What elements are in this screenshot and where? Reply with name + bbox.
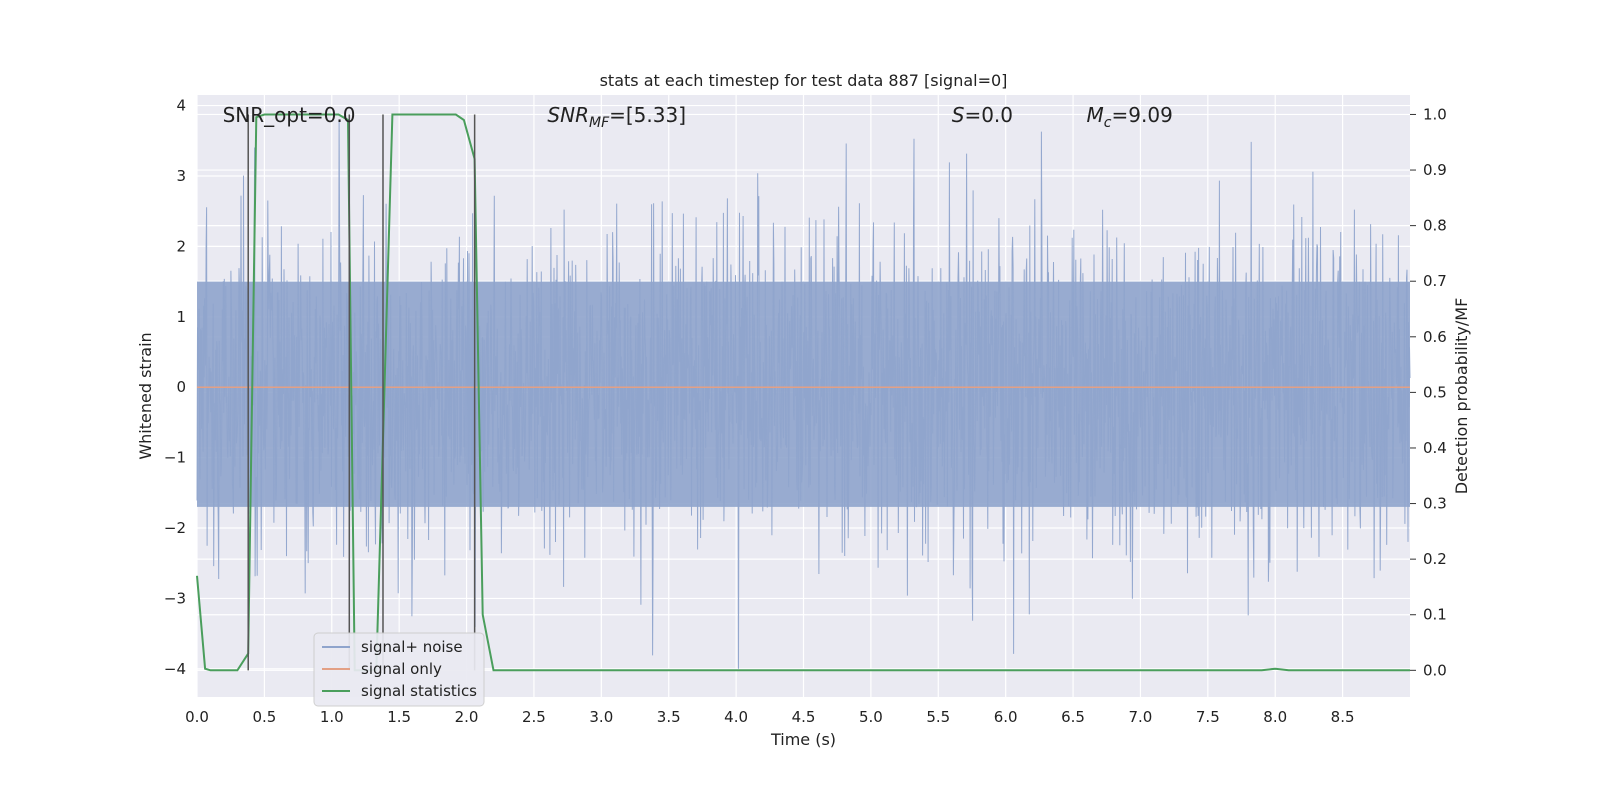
x-tick-label: 3.5	[657, 708, 681, 726]
annotation-label: SNRMF=[5.33]	[547, 103, 686, 131]
annotations: SNR_opt=0.0 SNRMF=[5.33] S=0.0 Mc=9.09	[223, 103, 1173, 131]
legend-box	[313, 632, 485, 707]
y2-tick-label: 0.9	[1423, 161, 1447, 179]
y-tick-label: 0	[176, 378, 186, 396]
axis-ticks: 0.0 0.5 1.0 1.5 2.0 2.5 3.0 3.5 4.0 4.5 5.0 5.5 6.0 6…	[164, 97, 1447, 726]
y-tick-label: −1	[164, 449, 186, 467]
y-tick-label: 4	[176, 97, 186, 115]
x-tick-label: 4.5	[792, 708, 816, 726]
signal-noise-series	[196, 119, 1411, 669]
x-tick-label: 6.5	[1061, 708, 1085, 726]
x-tick-label: 6.0	[994, 708, 1018, 726]
y-tick-label: 3	[176, 167, 186, 185]
y-tick-label: −2	[164, 519, 186, 537]
legend-label: signal only	[361, 660, 442, 678]
x-tick-label: 0.0	[185, 708, 209, 726]
y2-tick-label: 0.1	[1423, 606, 1447, 624]
x-tick-label: 7.5	[1196, 708, 1220, 726]
y2-tick-label: 0.6	[1423, 328, 1447, 346]
x-tick-label: 8.0	[1263, 708, 1287, 726]
x-tick-label: 2.0	[455, 708, 479, 726]
chart-title: stats at each timestep for test data 887…	[600, 71, 1008, 90]
y2-tick-label: 0.7	[1423, 272, 1447, 290]
x-tick-label: 4.0	[724, 708, 748, 726]
legend-label: signal+ noise	[361, 638, 463, 656]
annotation-label: S=0.0	[952, 103, 1013, 127]
x-tick-label: 5.0	[859, 708, 883, 726]
y2-tick-label: 1.0	[1423, 105, 1447, 123]
x-tick-label: 0.5	[252, 708, 276, 726]
y2-tick-label: 0.5	[1423, 383, 1447, 401]
signal-noise-line	[196, 119, 1411, 669]
x-tick-label: 7.0	[1129, 708, 1153, 726]
x-tick-label: 1.5	[387, 708, 411, 726]
legend-label: signal statistics	[361, 682, 477, 700]
y2-tick-label: 0.8	[1423, 217, 1447, 235]
annotation-label: SNR_opt=0.0	[223, 103, 356, 127]
y2-axis-label: Detection probability/MF	[1452, 298, 1471, 495]
x-tick-label: 2.5	[522, 708, 546, 726]
x-tick-label: 8.5	[1331, 708, 1355, 726]
x-axis-label: Time (s)	[770, 730, 836, 749]
y-axis-label: Whitened strain	[136, 332, 155, 459]
y-tick-label: −4	[164, 660, 186, 678]
annotation-label: Mc=9.09	[1087, 103, 1173, 131]
y-tick-label: 2	[176, 237, 186, 255]
x-tick-label: 5.5	[926, 708, 950, 726]
x-tick-label: 1.0	[320, 708, 344, 726]
marker-lines	[247, 114, 476, 671]
y-tick-label: −3	[164, 589, 186, 607]
y2-tick-label: 0.4	[1423, 439, 1447, 457]
y2-tick-label: 0.0	[1423, 661, 1447, 679]
y2-tick-label: 0.2	[1423, 550, 1447, 568]
legend: signal+ noise signal only signal statistic…	[313, 632, 485, 707]
y-tick-label: 1	[176, 308, 186, 326]
y2-tick-label: 0.3	[1423, 495, 1447, 513]
x-tick-label: 3.0	[589, 708, 613, 726]
